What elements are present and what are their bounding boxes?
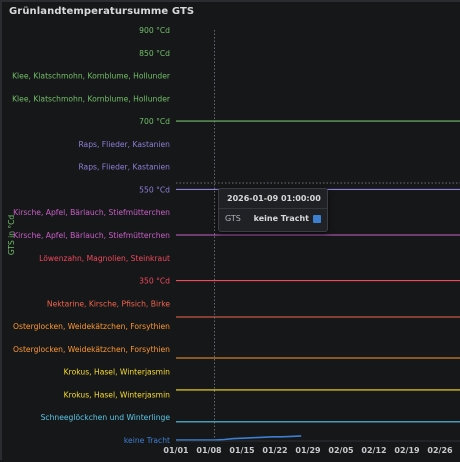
x-tick-label: 01/01	[163, 446, 189, 455]
y-tick-label: Raps, Flieder, Kastanien	[78, 140, 170, 149]
x-tick-label: 01/22	[262, 446, 287, 455]
y-tick-label: keine Tracht	[124, 436, 170, 445]
y-tick-label: 900 °Cd	[139, 26, 170, 35]
series-line-gts	[176, 435, 302, 441]
y-tick-label: Schneeglöckchen und Winterlinge	[41, 413, 171, 422]
y-tick-label: Osterglocken, Weidekätzchen, Forsythien	[13, 322, 170, 331]
tooltip-time: 2026-01-09 01:00:00	[227, 194, 321, 203]
y-tick-label: Nektarine, Kirsche, Pfisich, Birke	[47, 299, 170, 308]
hover-tooltip: 2026-01-09 01:00:00 GTS keine Tracht	[218, 188, 328, 232]
y-tick-label: 550 °Cd	[139, 185, 170, 194]
x-tick-label: 01/15	[229, 446, 255, 455]
x-tick-label: 02/05	[328, 446, 354, 455]
tooltip-series-name: GTS	[225, 214, 241, 223]
y-tick-label: Osterglocken, Weidekätzchen, Forsythien	[13, 345, 170, 354]
y-tick-label: 700 °Cd	[139, 117, 170, 126]
y-tick-label: 850 °Cd	[139, 49, 170, 58]
y-tick-label: 350 °Cd	[139, 277, 170, 286]
y-tick-label: Klee, Klatschmohn, Kornblume, Hollunder	[12, 94, 171, 103]
y-tick-label: Kirsche, Apfel, Bärlauch, Stiefmütterche…	[13, 208, 170, 217]
y-tick-label: Klee, Klatschmohn, Kornblume, Hollunder	[12, 72, 171, 81]
panel-title: Grünlandtemperatursumme GTS	[9, 6, 195, 17]
tooltip-color-swatch	[313, 215, 321, 223]
x-tick-label: 01/08	[196, 446, 222, 455]
x-tick-label: 02/19	[394, 446, 420, 455]
y-tick-label: Krokus, Hasel, Winterjasmin	[64, 368, 171, 377]
tooltip-divider	[219, 208, 327, 209]
x-tick-label: 02/12	[361, 446, 386, 455]
x-tick-label: 02/26	[427, 446, 453, 455]
x-tick-label: 01/29	[295, 446, 321, 455]
tooltip-series-value: keine Tracht	[253, 214, 309, 223]
y-tick-label: Raps, Flieder, Kastanien	[78, 163, 170, 172]
y-tick-label: Löwenzahn, Magnolien, Steinkraut	[39, 254, 170, 263]
y-axis-title: GTS in °Cd	[7, 215, 16, 255]
y-tick-label: Kirsche, Apfel, Bärlauch, Stiefmütterche…	[13, 231, 170, 240]
y-tick-label: Krokus, Hasel, Winterjasmin	[64, 390, 171, 399]
